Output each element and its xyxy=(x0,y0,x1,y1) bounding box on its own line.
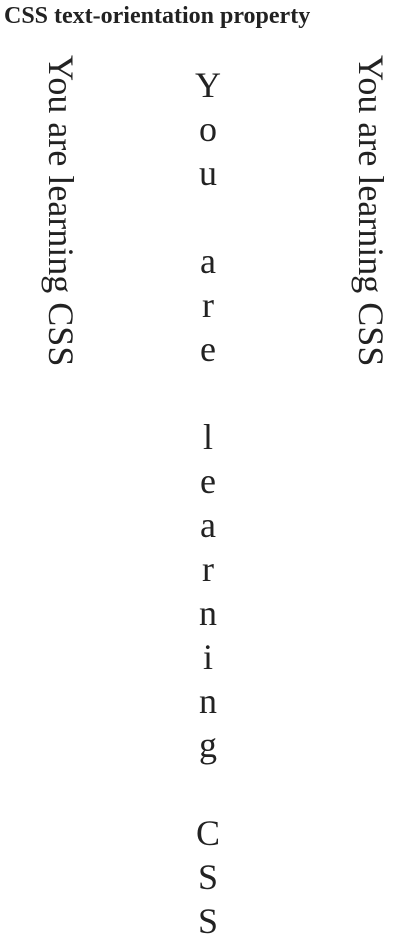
text-upright-orientation: You are learning CSS xyxy=(188,65,228,945)
page-title: CSS text-orientation property xyxy=(4,3,311,29)
text-mixed-orientation: You are learning CSS xyxy=(41,55,81,367)
text-sideways-orientation: You are learning CSS xyxy=(351,55,391,367)
